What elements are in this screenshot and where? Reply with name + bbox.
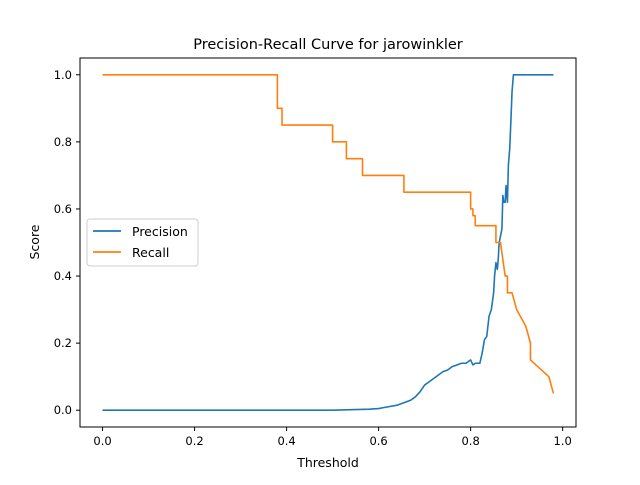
y-tick-label: 0.8 [54, 135, 72, 149]
y-tick-label: 0.2 [54, 336, 72, 350]
series-line-recall [102, 73, 555, 394]
axis-ticks: 0.0 0.2 0.4 0.6 0.8 1.0 0.0 0.2 0.4 0.6 0.8 1.0 [54, 68, 572, 448]
legend-label-recall: Recall [132, 245, 169, 260]
y-tick-label: 0.0 [54, 403, 72, 417]
y-tick-label: 0.6 [54, 202, 72, 216]
series-line-precision [102, 73, 554, 412]
y-tick-label: 0.4 [54, 269, 72, 283]
series-lines [102, 73, 555, 412]
x-tick-label: 0.8 [461, 434, 479, 448]
plot-frame [79, 57, 577, 428]
x-axis-label: Threshold [296, 455, 359, 470]
legend: Precision Recall [86, 218, 199, 267]
x-tick-label: 0.4 [277, 434, 295, 448]
x-tick-label: 0.6 [369, 434, 387, 448]
legend-label-precision: Precision [132, 224, 188, 239]
x-tick-label: 0.0 [93, 434, 111, 448]
y-axis-label: Score [27, 224, 42, 259]
y-tick-label: 1.0 [54, 68, 72, 82]
chart-title: Precision-Recall Curve for jarowinkler [193, 37, 463, 53]
x-tick-label: 1.0 [554, 434, 572, 448]
x-tick-label: 0.2 [185, 434, 203, 448]
